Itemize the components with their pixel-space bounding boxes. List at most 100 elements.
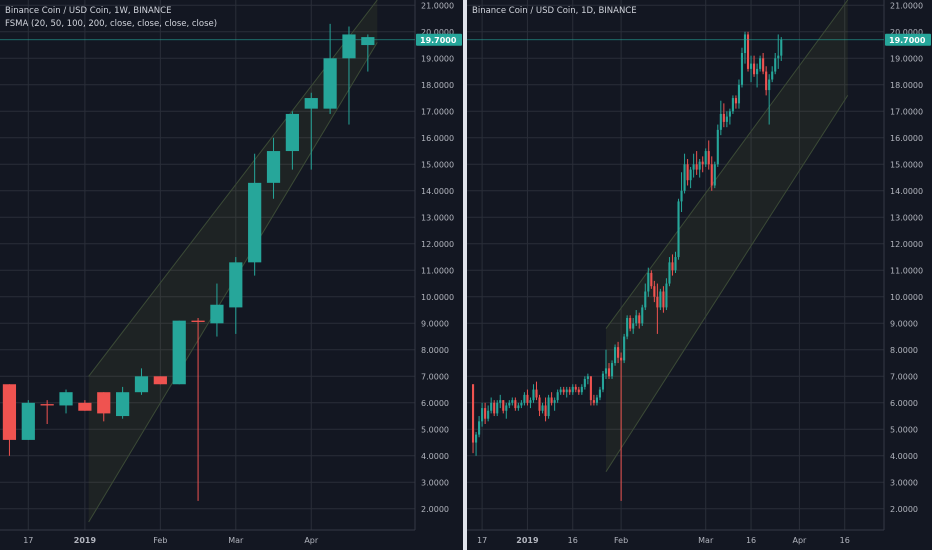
candle-body (571, 386, 574, 393)
candle-body (505, 405, 508, 411)
candle-up (541, 402, 544, 414)
candle-up (499, 394, 502, 409)
candle-body (559, 389, 562, 393)
candle-up (659, 288, 662, 311)
candle-up (771, 66, 774, 83)
candle-up (610, 360, 614, 379)
candle-body (632, 323, 635, 329)
candle-up (59, 389, 73, 414)
candle-body (743, 34, 747, 53)
candle-body (191, 320, 205, 322)
candle-down (2, 384, 17, 456)
channel-upper-line (88, 0, 378, 377)
candle-up (604, 349, 608, 379)
candle-body (210, 304, 224, 324)
candle-up (487, 405, 490, 422)
candle-up (743, 31, 747, 64)
candle-body (698, 161, 701, 170)
candle-body (577, 389, 580, 393)
candle-body (517, 405, 520, 409)
candle-body (541, 405, 544, 411)
candle-body (520, 402, 523, 406)
candle-body (731, 98, 734, 112)
candle-body (568, 389, 571, 393)
indicator-label[interactable]: FSMA (20, 50, 100, 200, close, close, cl… (5, 19, 218, 29)
candle-body (59, 392, 73, 406)
candle-body (153, 376, 167, 385)
y-tick-label: 3.0000 (890, 478, 918, 487)
candle-body (484, 408, 487, 419)
candle-body (728, 111, 731, 117)
candle-body (674, 257, 677, 271)
candle-body (342, 34, 356, 59)
candle-body (502, 400, 505, 411)
candle-up (517, 402, 520, 411)
daily-chart-canvas[interactable]: 2.0000 3.0000 4.0000 5.0000 6.0000 7.0000 8.00… (467, 0, 932, 550)
candle-body (601, 373, 605, 390)
channel-fill (88, 0, 378, 523)
candle-up (668, 257, 671, 287)
candle-body (529, 400, 532, 403)
x-tick-label: Feb (153, 536, 167, 545)
candle-body (285, 113, 299, 152)
candle-up (248, 153, 262, 276)
y-tick-label: 12.0000 (890, 240, 923, 249)
panel-divider[interactable] (463, 0, 467, 550)
candle-body (526, 394, 529, 403)
y-tick-label: 4.0000 (421, 452, 449, 461)
channel-upper-line (605, 0, 849, 329)
candle-up (583, 376, 586, 390)
x-tick-label: Mar (698, 536, 714, 545)
candle-up (508, 400, 511, 409)
candle-body (641, 307, 644, 324)
y-tick-label: 7.0000 (890, 372, 918, 381)
candle-down (765, 66, 768, 96)
y-tick-label: 14.0000 (421, 187, 454, 196)
candle-body (719, 113, 722, 130)
candle-body (671, 262, 674, 271)
candle-down (762, 53, 765, 75)
channel-fill (606, 0, 848, 472)
y-tick-label: 5.0000 (421, 425, 449, 434)
candle-body (746, 34, 750, 69)
candle-body (759, 58, 762, 69)
candle-body (695, 164, 698, 170)
legend-weekly: Binance Coin / USD Coin, 1W, BINANCE FSM… (5, 5, 217, 31)
candle-up (774, 53, 777, 75)
candle-body (607, 368, 611, 377)
candle-down (97, 392, 111, 422)
candle-down (577, 386, 580, 395)
candle-body (762, 58, 765, 72)
x-tick-label: Feb (614, 536, 628, 545)
candle-body (680, 190, 683, 202)
candle-down (686, 159, 689, 186)
candle-down (753, 55, 756, 77)
last-price-label: 19.7000 (420, 36, 457, 45)
candle-body (496, 402, 499, 414)
candle-body (689, 169, 692, 181)
candle-up (756, 63, 759, 88)
candle-body (481, 408, 484, 422)
candle-body (490, 402, 493, 411)
chart-panel-weekly[interactable]: 2.0000 3.0000 4.0000 5.0000 6.0000 7.0000 8.00… (0, 0, 463, 550)
candle-body (592, 400, 595, 403)
candle-down (535, 381, 538, 401)
candle-down (538, 394, 541, 417)
candle-up (768, 74, 771, 125)
candle-body (780, 39, 783, 56)
y-tick-label: 8.0000 (421, 346, 449, 355)
candle-up (626, 315, 629, 340)
candle-body (704, 151, 707, 165)
y-tick-label: 5.0000 (890, 425, 918, 434)
candle-body (737, 84, 741, 104)
candle-body (774, 58, 777, 72)
candle-body (692, 164, 695, 170)
chart-panel-daily[interactable]: 2.0000 3.0000 4.0000 5.0000 6.0000 7.0000 8.00… (467, 0, 932, 550)
candle-up (777, 34, 780, 69)
x-tick-label: 16 (840, 536, 850, 545)
weekly-chart-canvas[interactable]: 2.0000 3.0000 4.0000 5.0000 6.0000 7.0000 8.00… (0, 0, 463, 550)
y-tick-label: 20.0000 (421, 28, 454, 37)
candle-body (562, 389, 565, 393)
candle-body (97, 392, 111, 414)
x-tick-label: 16 (568, 536, 578, 545)
